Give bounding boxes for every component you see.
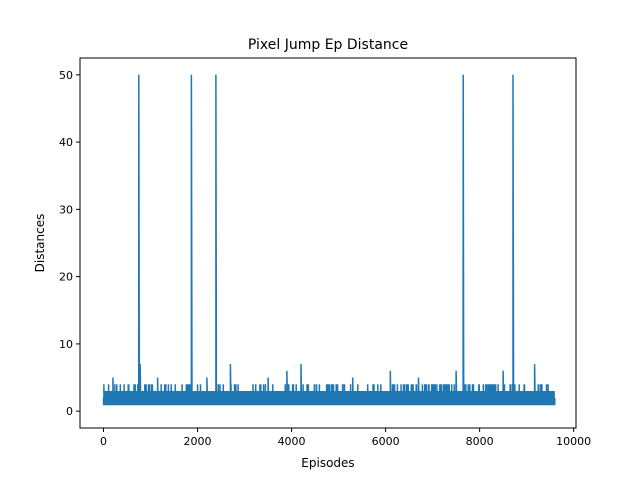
y-tick-label: 50 — [59, 69, 73, 82]
y-axis: 0 10 20 30 40 50 — [59, 69, 80, 418]
x-tick-label: 2000 — [184, 435, 212, 448]
chart-title: Pixel Jump Ep Distance — [248, 37, 408, 53]
x-tick-label: 10000 — [556, 435, 591, 448]
y-tick-label: 10 — [59, 338, 73, 351]
x-tick-label: 8000 — [466, 435, 494, 448]
series-line — [102, 74, 556, 406]
x-tick-label: 6000 — [372, 435, 400, 448]
y-axis-label: Distances — [33, 214, 47, 273]
series-dense-band — [103, 391, 555, 405]
plot-frame — [79, 57, 577, 429]
plot-area — [102, 74, 556, 406]
x-tick-label: 0 — [100, 435, 107, 448]
x-axis-label: Episodes — [301, 456, 354, 470]
y-tick-label: 0 — [66, 405, 73, 418]
x-axis: 0 2000 4000 6000 8000 10000 — [100, 428, 591, 448]
y-tick-label: 30 — [59, 203, 73, 216]
x-tick-label: 4000 — [278, 435, 306, 448]
y-tick-label: 40 — [59, 136, 73, 149]
y-tick-label: 20 — [59, 271, 73, 284]
